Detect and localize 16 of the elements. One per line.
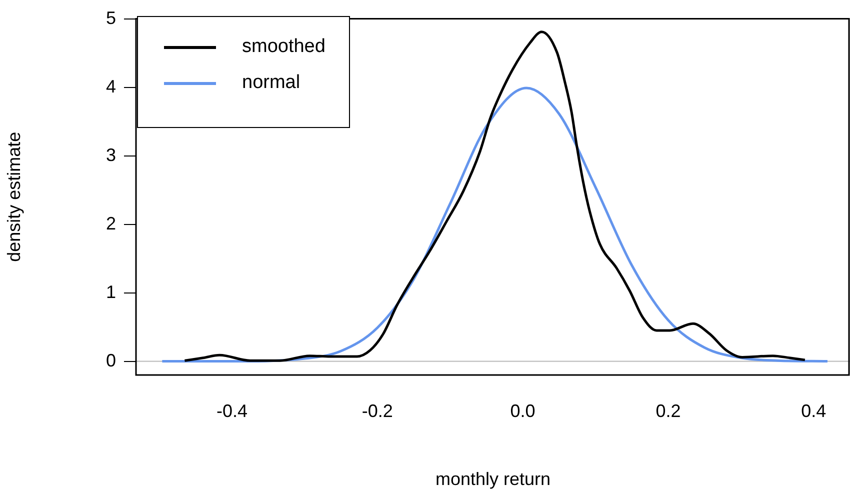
x-tick-label: 0.2 (656, 400, 681, 421)
legend-label: smoothed (242, 36, 326, 58)
y-tick-label: 5 (106, 8, 116, 28)
x-tick-label: -0.4 (216, 400, 248, 421)
y-tick-label: 4 (106, 76, 116, 96)
y-tick-label: 2 (106, 213, 116, 234)
x-tick-label: 0.0 (510, 400, 536, 421)
x-tick-label: -0.2 (362, 400, 393, 421)
x-axis-title: monthly return (435, 469, 551, 490)
y-tick-label: 0 (106, 350, 116, 370)
y-axis-title: density estimate (4, 132, 24, 262)
y-tick-label: 3 (106, 144, 116, 165)
legend-label: normal (242, 72, 300, 94)
line-series (183, 30, 806, 362)
x-tick-label: 0.4 (801, 400, 826, 421)
y-tick-label: 1 (106, 282, 116, 302)
